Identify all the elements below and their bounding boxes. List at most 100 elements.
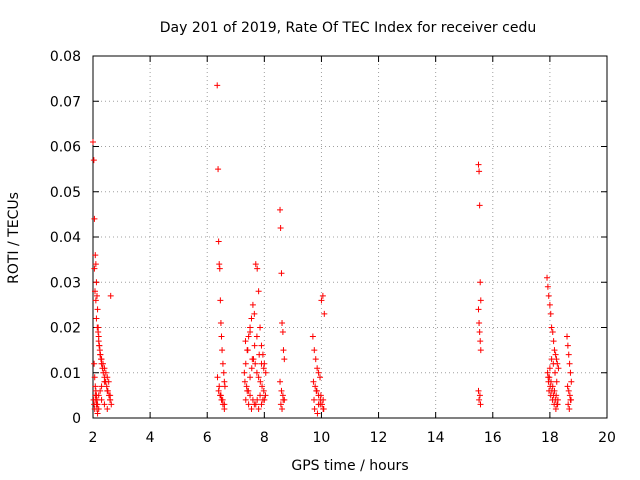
data-point	[91, 215, 98, 222]
data-point	[550, 338, 557, 345]
data-point	[477, 279, 484, 286]
data-point	[107, 396, 114, 403]
data-point	[475, 161, 482, 168]
data-point	[546, 301, 553, 308]
data-point	[92, 396, 99, 403]
data-point	[476, 168, 483, 175]
data-point	[216, 383, 223, 390]
y-tick-label: 0.06	[50, 140, 81, 156]
data-point	[277, 401, 284, 408]
data-point	[252, 261, 259, 268]
data-point	[281, 356, 288, 363]
data-point	[91, 288, 98, 295]
data-point	[564, 333, 571, 340]
data-point	[94, 410, 101, 417]
data-point	[103, 383, 110, 390]
data-point	[544, 274, 551, 281]
data-point	[309, 333, 316, 340]
data-point	[279, 405, 286, 412]
data-point	[314, 365, 321, 372]
data-point	[93, 315, 100, 322]
data-point	[545, 292, 552, 299]
data-point	[218, 333, 225, 340]
data-point	[565, 351, 572, 358]
data-point	[219, 396, 226, 403]
data-point	[550, 360, 557, 367]
data-point	[242, 360, 249, 367]
data-point	[258, 360, 265, 367]
data-point	[221, 383, 228, 390]
data-point	[254, 265, 261, 272]
data-point	[245, 401, 252, 408]
data-point	[95, 329, 102, 336]
data-point	[317, 401, 324, 408]
y-tick-label: 0.07	[50, 94, 81, 110]
y-axis-label: ROTI / TECUs	[6, 192, 22, 284]
data-point	[546, 387, 553, 394]
data-point	[221, 378, 228, 385]
data-point	[93, 279, 100, 286]
data-point	[107, 292, 114, 299]
data-point	[92, 252, 99, 259]
data-point	[566, 360, 573, 367]
data-point	[317, 392, 324, 399]
data-point	[252, 401, 259, 408]
data-point	[108, 401, 115, 408]
data-point	[243, 383, 250, 390]
data-point	[247, 329, 254, 336]
data-point	[241, 378, 248, 385]
data-point	[477, 338, 484, 345]
data-point	[242, 338, 249, 345]
data-point	[552, 369, 559, 376]
data-point	[214, 82, 221, 89]
data-point	[555, 365, 562, 372]
data-point	[101, 365, 108, 372]
data-point	[215, 387, 222, 394]
data-point	[90, 157, 97, 164]
y-tick-label: 0.02	[50, 321, 81, 337]
y-tick-label: 0.05	[50, 185, 81, 201]
data-point	[565, 401, 572, 408]
data-point	[99, 360, 106, 367]
x-axis-label: GPS time / hours	[291, 458, 408, 474]
y-tick-label: 0.04	[50, 230, 81, 246]
data-point	[241, 369, 248, 376]
x-tick-label: 8	[260, 430, 269, 446]
data-point	[255, 288, 262, 295]
data-point	[315, 369, 322, 376]
data-point	[549, 329, 556, 336]
data-point	[216, 265, 223, 272]
data-point	[215, 238, 222, 245]
data-point	[257, 392, 264, 399]
data-point	[102, 369, 109, 376]
data-point	[552, 405, 559, 412]
x-tick-label: 2	[89, 430, 98, 446]
data-point	[90, 138, 96, 145]
data-point	[278, 270, 285, 277]
data-point	[97, 351, 104, 358]
data-point	[312, 356, 319, 363]
data-point	[258, 401, 265, 408]
data-point	[568, 378, 575, 385]
data-point	[564, 342, 571, 349]
data-point	[247, 374, 254, 381]
x-tick-label: 12	[370, 430, 388, 446]
data-point	[565, 387, 572, 394]
data-point	[258, 342, 265, 349]
data-point	[476, 392, 483, 399]
data-point	[98, 396, 105, 403]
data-point	[249, 301, 256, 308]
data-point	[92, 392, 99, 399]
data-point	[93, 401, 100, 408]
data-point	[92, 383, 99, 390]
data-point	[94, 306, 101, 313]
data-point	[551, 347, 558, 354]
data-point	[244, 387, 251, 394]
data-point	[92, 297, 99, 304]
data-point	[567, 369, 574, 376]
data-point	[318, 297, 325, 304]
data-point	[280, 396, 287, 403]
data-point	[247, 392, 254, 399]
data-point	[564, 383, 571, 390]
data-point	[245, 333, 252, 340]
